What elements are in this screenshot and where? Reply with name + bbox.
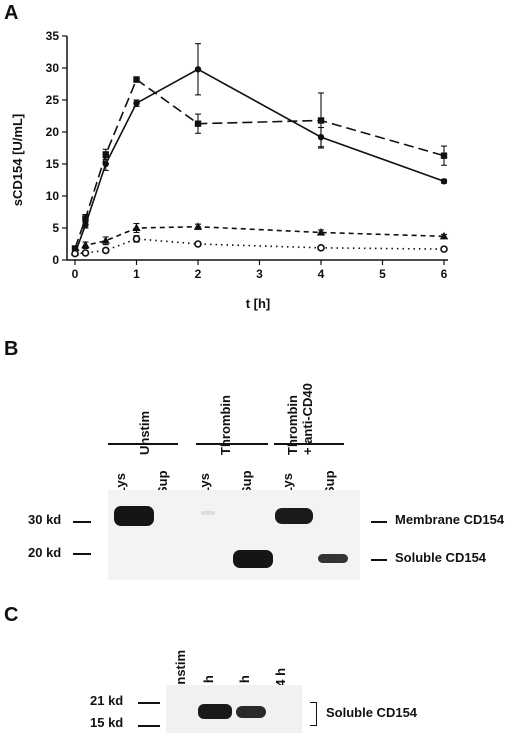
band-6h [236, 706, 266, 718]
data-point [317, 244, 325, 252]
y-tick-label: 5 [52, 221, 59, 235]
band-label-tick [371, 521, 387, 523]
data-point [71, 249, 79, 258]
panel-label-b: B [4, 338, 19, 360]
group-line-thrombin-anti [274, 443, 344, 445]
group-line-unstim [108, 443, 178, 445]
data-point [101, 246, 110, 255]
y-tick-label: 10 [46, 189, 60, 203]
band-label-membrane: Membrane CD154 [395, 512, 505, 527]
x-tick-label: 5 [379, 267, 386, 281]
band-faint [201, 511, 215, 515]
data-point [316, 227, 326, 236]
y-tick-label: 15 [46, 157, 60, 171]
data-point [101, 236, 110, 244]
series-line [74, 68, 445, 254]
group-label-thrombin: Thrombin [218, 395, 233, 455]
marker-tick [73, 521, 91, 523]
data-point [81, 249, 90, 257]
data-point [194, 66, 202, 73]
data-point [102, 151, 109, 158]
y-tick-label: 35 [46, 29, 60, 43]
band-1h [198, 704, 232, 719]
marker-15kd: 15 kd [90, 715, 124, 730]
x-tick-label: 1 [133, 267, 140, 281]
series-line [74, 238, 445, 255]
blot-membrane [108, 490, 360, 580]
chart-series [70, 43, 449, 258]
x-tick-label: 2 [195, 267, 202, 281]
band-soluble-thrombin [233, 550, 273, 568]
x-tick-label: 3 [256, 267, 263, 281]
band-label-soluble: Soluble CD154 [326, 705, 418, 720]
data-point [132, 223, 141, 231]
data-point [439, 231, 449, 240]
y-tick-label: 0 [52, 253, 59, 267]
panel-label-c: C [4, 604, 19, 626]
data-point [82, 215, 89, 222]
data-point [440, 178, 448, 185]
group-line-thrombin [196, 443, 268, 445]
data-point [82, 221, 89, 228]
data-point [194, 120, 202, 127]
band-membrane-unstim [114, 506, 154, 526]
data-point [81, 240, 90, 249]
data-point [102, 160, 109, 168]
band-label-tick [371, 559, 387, 561]
blot-c: Unstim 1 h 6 h 24 h 21 kd 15 kd Soluble … [0, 605, 520, 740]
series-line [74, 78, 445, 249]
y-tick-label: 25 [46, 93, 60, 107]
data-point [193, 222, 203, 230]
data-point [317, 117, 325, 124]
band-membrane-thrombin-anti [275, 508, 313, 524]
group-label-thrombin-anti: Thrombin [285, 395, 300, 455]
y-tick-label: 20 [46, 125, 60, 139]
x-tick-label: 0 [72, 267, 79, 281]
chart-axes: 0 5 10 15 20 25 30 35 0 1 2 3 4 5 6 [46, 29, 448, 281]
x-tick-label: 4 [318, 267, 325, 281]
line-chart: 0 5 10 15 20 25 30 35 0 1 2 3 4 5 6 sCD154 [U/mL] t [h… [10, 29, 449, 311]
series-line [74, 225, 445, 253]
blot-membrane [166, 685, 302, 733]
data-point [194, 240, 202, 248]
blot-b: Unstim Thrombin Thrombin + anti-CD40 Lys… [0, 350, 520, 590]
band-bracket [310, 702, 317, 726]
marker-30kd: 30 kd [28, 512, 62, 527]
marker-21kd: 21 kd [90, 693, 124, 708]
group-label-unstim: Unstim [137, 410, 152, 455]
marker-tick [138, 725, 160, 727]
marker-20kd: 20 kd [28, 545, 62, 560]
marker-tick [138, 702, 160, 704]
marker-tick [73, 553, 91, 555]
data-point [133, 76, 140, 83]
band-label-soluble: Soluble CD154 [395, 550, 487, 565]
band-soluble-thrombin-anti [318, 554, 348, 563]
y-tick-label: 30 [46, 61, 60, 75]
panel-label-a: A [4, 2, 19, 24]
data-point [132, 235, 141, 243]
data-point [440, 245, 448, 253]
data-point [133, 100, 140, 107]
y-axis-label: sCD154 [U/mL] [10, 114, 25, 206]
data-point [440, 152, 448, 159]
x-tick-label: 6 [441, 267, 448, 281]
x-axis-label: t [h] [246, 296, 271, 311]
